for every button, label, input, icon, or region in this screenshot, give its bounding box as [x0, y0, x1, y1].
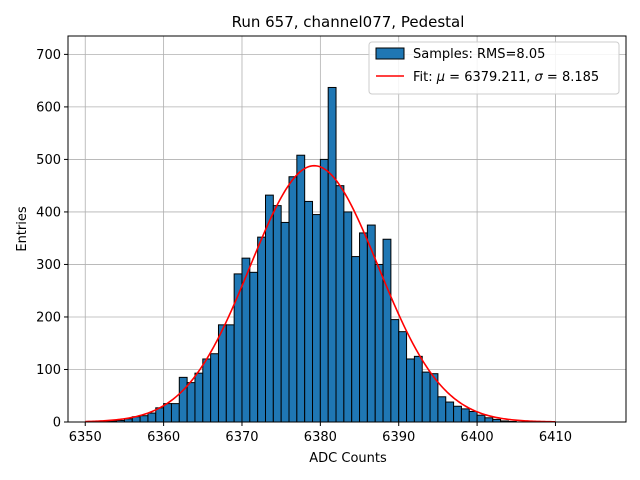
histogram-bar: [437, 396, 447, 423]
y-axis-ticks: 0 100 200 300 400 500 600 700: [36, 48, 68, 431]
histogram-bar: [476, 414, 486, 423]
histogram-bar: [484, 417, 494, 423]
histogram-bar: [359, 232, 368, 423]
y-tick-label: 500: [36, 153, 61, 168]
histogram-bar: [343, 211, 353, 423]
histogram-bar: [163, 403, 172, 423]
histogram-bar: [257, 236, 266, 423]
histogram-bar: [272, 205, 282, 423]
x-tick-label: 6370: [225, 430, 258, 445]
x-tick-label: 6350: [69, 430, 102, 445]
histogram-bar: [217, 324, 227, 423]
x-tick-label: 6380: [304, 430, 337, 445]
histogram-bar: [249, 271, 259, 423]
y-tick-label: 700: [36, 48, 61, 63]
histogram-bar: [319, 158, 329, 423]
histogram-bar: [335, 185, 345, 423]
histogram-bar: [374, 263, 384, 423]
histogram-bar: [406, 358, 415, 423]
y-tick-label: 600: [36, 100, 61, 115]
histogram-bar: [186, 382, 196, 423]
y-tick-label: 300: [36, 258, 61, 273]
histogram-bar: [288, 176, 298, 423]
histogram-bar: [296, 154, 306, 423]
histogram-bar: [421, 371, 431, 423]
y-tick-label: 200: [36, 310, 61, 325]
histogram-bar: [147, 412, 157, 423]
x-axis-ticks: 6350 6360 6370 6380 6390 6400 6410: [69, 422, 572, 445]
histogram-bar: [264, 194, 274, 423]
histogram-bar: [460, 408, 470, 423]
histogram-bar: [280, 221, 290, 423]
histogram-bar: [468, 410, 478, 423]
histogram-bar: [178, 376, 188, 423]
chart-title: Run 657, channel077, Pedestal: [232, 13, 465, 31]
histogram-bar: [453, 405, 462, 423]
histogram-bar: [202, 358, 212, 423]
histogram-bar: [194, 372, 204, 423]
histogram-bar: [312, 214, 321, 423]
legend-histogram-swatch: [375, 47, 405, 60]
histogram-bar: [445, 401, 455, 423]
histogram-bar: [225, 324, 235, 423]
x-tick-label: 6360: [147, 430, 180, 445]
histogram-bar: [139, 415, 149, 423]
y-axis-label: Entries: [15, 206, 30, 252]
histogram-bar: [210, 353, 219, 423]
histogram-bar: [170, 403, 180, 423]
y-tick-label: 400: [36, 205, 61, 220]
histogram-bar: [398, 331, 408, 423]
legend-histogram-label: Samples: RMS=8.05: [413, 47, 545, 62]
plot-frame: [67, 35, 627, 423]
histogram-bar: [351, 256, 361, 423]
y-tick-label: 0: [53, 416, 61, 431]
histogram-bar: [304, 200, 314, 423]
legend-box: [368, 41, 620, 95]
x-tick-label: 6400: [461, 430, 494, 445]
histogram-bar: [327, 86, 337, 423]
x-tick-label: 6410: [539, 430, 572, 445]
y-tick-label: 100: [36, 363, 61, 378]
histogram-bar: [413, 355, 423, 423]
fit-curve: [85, 164, 556, 423]
legend-fit-label: Fit: μ = 6379.211, σ = 8.185: [413, 70, 599, 85]
legend: Samples: RMS=8.05 Fit: μ = 6379.211, σ =…: [368, 41, 620, 95]
x-tick-label: 6390: [382, 430, 415, 445]
x-axis-label: ADC Counts: [309, 451, 387, 466]
histogram-bar: [382, 238, 392, 423]
histogram-bar: [390, 319, 400, 423]
